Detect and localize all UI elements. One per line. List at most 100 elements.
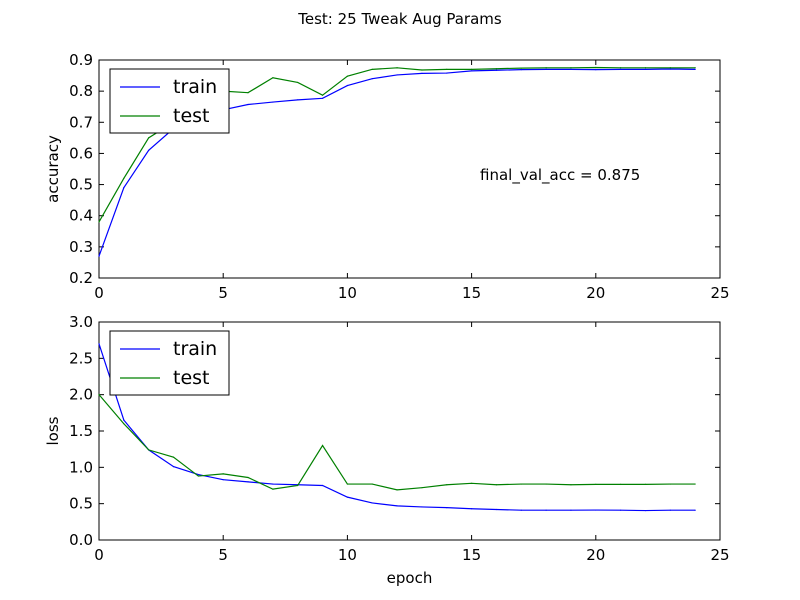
x-tick-label: 25 [710, 546, 729, 564]
data-point-train [644, 509, 647, 512]
data-point-test [222, 473, 224, 475]
figure-title: Test: 25 Tweak Aug Params [297, 10, 502, 28]
data-point-test [694, 67, 696, 69]
y-tick-label: 0.5 [69, 176, 93, 194]
y-tick-label: 0.5 [69, 495, 93, 513]
data-point-test [421, 69, 423, 71]
y-tick-label: 2.5 [69, 349, 93, 367]
data-point-train [123, 419, 125, 421]
y-tick-label: 0.7 [69, 113, 93, 131]
data-point-train [669, 509, 671, 511]
data-point-test [421, 487, 423, 489]
data-point-train [98, 255, 100, 257]
data-point-test [644, 67, 647, 69]
data-point-test [371, 483, 373, 485]
data-point-train [595, 509, 597, 511]
data-point-train [297, 99, 299, 101]
y-axis-label: accuracy [44, 135, 62, 203]
data-point-train [471, 508, 473, 510]
data-point-test [396, 489, 398, 491]
y-tick-label: 0.4 [69, 207, 93, 225]
data-point-test [98, 394, 100, 396]
data-point-test [446, 484, 448, 486]
y-tick-label: 1.0 [69, 458, 93, 476]
data-point-test [371, 68, 373, 70]
data-point-train [346, 84, 348, 87]
data-point-train [123, 187, 125, 189]
annotation-final-val-acc: final_val_acc = 0.875 [480, 166, 640, 185]
data-point-train [446, 507, 448, 509]
data-point-train [495, 69, 498, 71]
data-point-test [297, 81, 299, 84]
data-point-train [321, 97, 324, 99]
legend-label-train: train [173, 338, 217, 360]
data-point-train [396, 74, 398, 76]
data-point-train [272, 483, 274, 485]
data-point-test [620, 67, 622, 69]
data-point-train [172, 466, 175, 468]
y-tick-label: 0.8 [69, 82, 93, 100]
data-point-test [247, 92, 249, 94]
y-tick-label: 0.0 [69, 531, 93, 549]
data-point-test [471, 482, 473, 484]
data-point-train [371, 502, 373, 504]
legend [109, 330, 230, 396]
data-point-test [197, 475, 199, 477]
legend [109, 68, 230, 134]
data-point-test [172, 456, 175, 458]
legend-label-test: test [173, 105, 210, 127]
data-point-train [520, 509, 522, 511]
data-point-test [297, 484, 299, 487]
x-tick-label: 10 [338, 546, 357, 564]
data-point-test [545, 483, 547, 485]
data-point-train [471, 70, 473, 72]
y-tick-label: 3.0 [69, 313, 93, 331]
data-point-train [148, 149, 150, 151]
data-point-test [595, 483, 597, 486]
data-point-test [495, 484, 498, 486]
x-tick-label: 25 [710, 284, 729, 302]
data-point-train [197, 474, 199, 476]
data-point-test [570, 67, 572, 69]
legend-label-test: test [173, 367, 210, 389]
x-tick-label: 20 [586, 546, 605, 564]
data-point-train [620, 509, 622, 511]
data-point-train [222, 479, 224, 481]
legend-label-train: train [173, 76, 217, 98]
x-tick-label: 15 [462, 284, 481, 302]
data-point-test [669, 67, 671, 69]
data-point-train [595, 69, 597, 71]
data-point-test [272, 488, 274, 490]
data-point-train [495, 508, 498, 511]
x-tick-label: 10 [338, 284, 357, 302]
data-point-test [570, 484, 572, 486]
data-point-test [446, 68, 448, 70]
data-point-test [321, 94, 324, 96]
x-tick-label: 5 [218, 546, 228, 564]
data-point-train [421, 72, 423, 74]
data-point-train [694, 509, 696, 511]
data-point-train [321, 484, 324, 487]
data-point-train [669, 68, 671, 70]
data-point-train [371, 78, 373, 80]
x-tick-label: 15 [462, 546, 481, 564]
data-point-test [346, 75, 348, 77]
y-tick-label: 2.0 [69, 386, 93, 404]
data-point-test [321, 444, 324, 447]
y-tick-label: 0.3 [69, 238, 93, 256]
data-point-train [520, 69, 522, 71]
y-tick-label: 0.9 [69, 51, 93, 69]
data-point-test [495, 68, 498, 70]
data-point-test [396, 67, 398, 69]
data-point-test [148, 137, 150, 139]
data-point-train [570, 68, 572, 70]
data-point-train [545, 68, 547, 70]
data-point-train [98, 343, 100, 345]
data-point-train [446, 72, 448, 74]
data-point-test [644, 483, 647, 486]
y-axis-label: loss [44, 416, 62, 445]
data-point-train [570, 509, 572, 511]
data-point-train [694, 68, 696, 70]
accuracy-subplot: 0 5 10 15 20 25 0.2 0.3 0.4 0.5 0.6 0.7 0.8 0.9 accura… [44, 51, 730, 302]
